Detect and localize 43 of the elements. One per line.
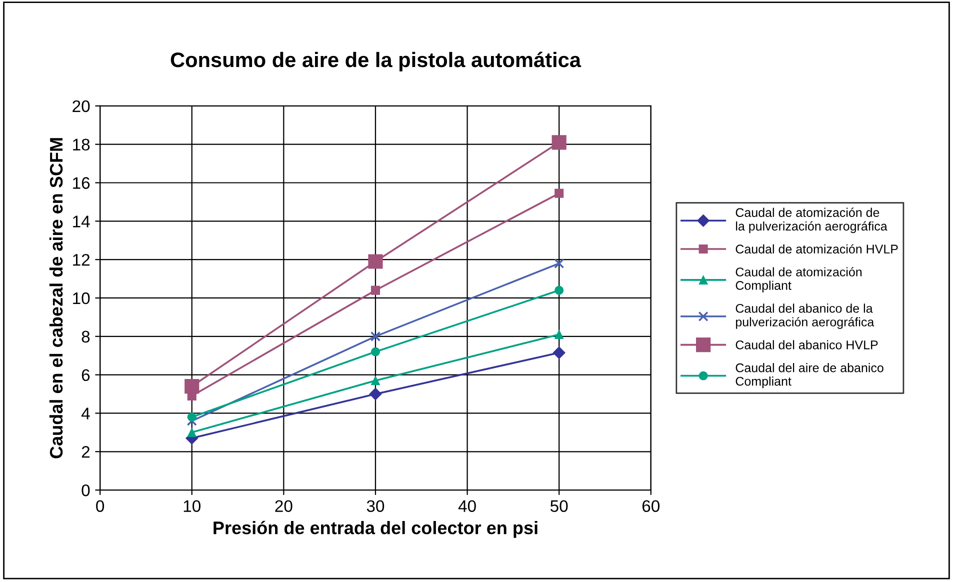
point	[554, 330, 564, 339]
point	[370, 376, 380, 386]
legend-label: Caudal de atomización Compliant	[736, 267, 862, 292]
y-tick-label: 12	[73, 254, 90, 266]
point	[552, 135, 566, 150]
point	[186, 416, 197, 426]
y-tick-label: 2	[82, 446, 90, 458]
x-tick-label: 50	[550, 500, 568, 512]
point	[187, 428, 196, 437]
x-tick-label: 60	[642, 500, 660, 512]
point	[368, 254, 383, 269]
y-tick-label: 14	[73, 216, 90, 228]
point	[370, 331, 381, 342]
y-axis-title: Caudal en el cabezal de aire en SCFM	[49, 138, 63, 458]
y-tick-label: 6	[82, 369, 90, 382]
point	[184, 379, 200, 394]
x-tick-label: 10	[184, 500, 200, 512]
y-tick-label: 10	[73, 292, 90, 304]
point	[369, 388, 382, 400]
y-tick-label: 0	[82, 484, 90, 496]
legend-label: Caudal del abanico HVLP	[736, 340, 878, 350]
legend-label: Caudal de atomización de la pulverización aerográfica	[736, 208, 888, 234]
y-tick-label: 4	[81, 408, 90, 420]
point	[554, 258, 564, 268]
y-tick-label: 8	[82, 330, 90, 343]
point	[370, 286, 380, 295]
x-tick-label: 40	[458, 500, 476, 512]
legend-label: Caudal del aire de abanico Compliant	[736, 363, 884, 388]
x-tick-label: 0	[96, 500, 104, 512]
y-tick-label: 16	[73, 177, 90, 189]
x-axis-title: Presión de entrada del colector en psi	[214, 520, 538, 538]
legend-label: Caudal del abanico de la pulverización aerográfica	[736, 304, 874, 329]
x-tick-label: 20	[275, 500, 292, 512]
chart-title: Consumo de aire de la pistola automática	[170, 52, 582, 72]
point	[370, 347, 380, 356]
point	[554, 188, 564, 198]
y-tick-label: 20	[72, 100, 90, 112]
point	[187, 412, 196, 422]
point	[552, 346, 566, 359]
x-tick-label: 30	[366, 500, 384, 512]
point	[554, 286, 564, 295]
y-tick-label: 18	[73, 138, 90, 151]
legend-label: Caudal de atomización HVLP	[736, 244, 898, 254]
